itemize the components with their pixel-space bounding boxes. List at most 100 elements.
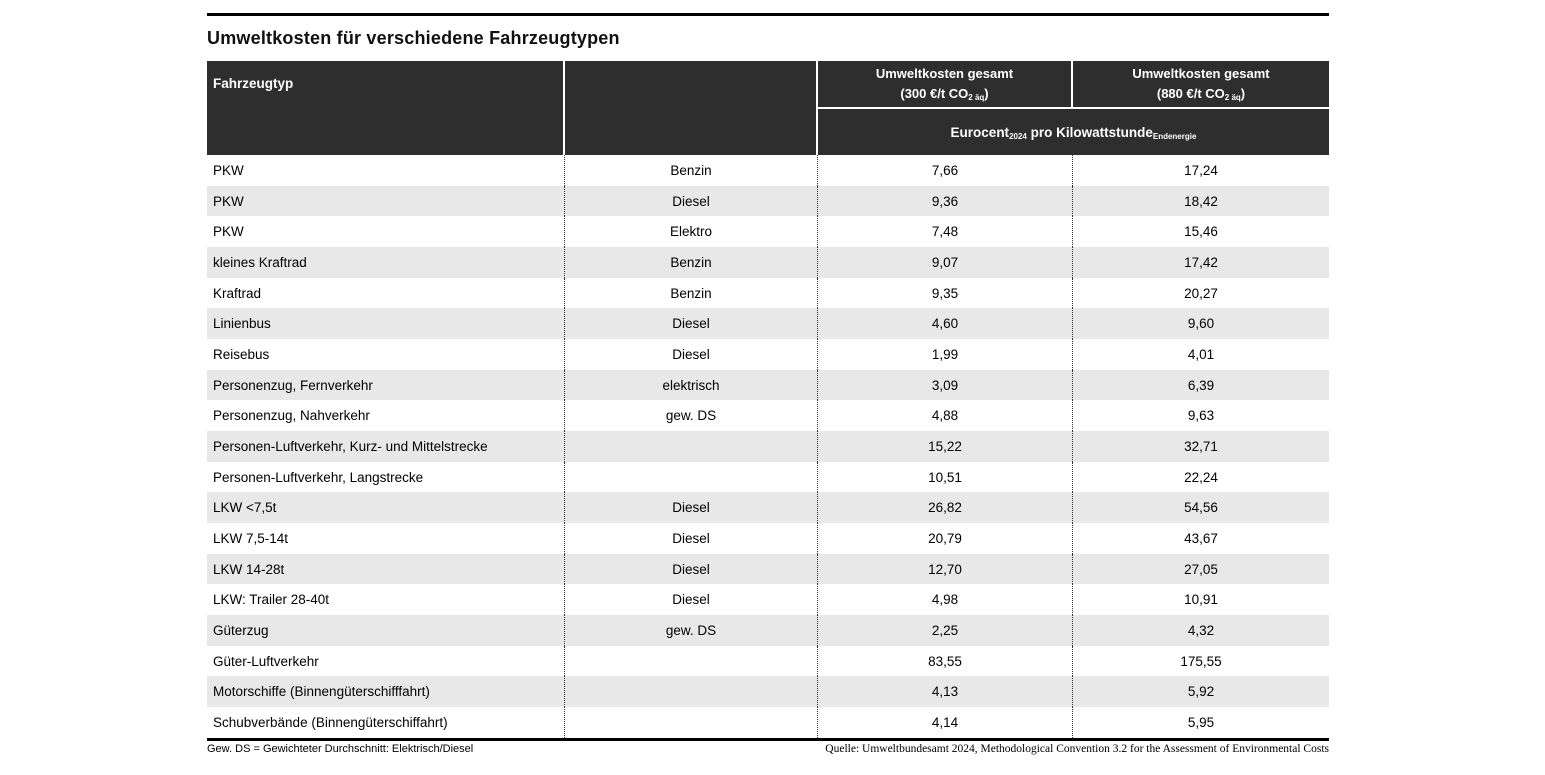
cell-antrieb: Diesel [565,339,818,370]
cell-fahrzeugtyp: Motorschiffe (Binnengüterschifffahrt) [207,676,565,708]
table-row: Personen-Luftverkehr, Langstrecke 10,51 22… [207,461,1329,493]
cell-value-300: 83,55 [818,645,1073,677]
header-cell-unit: Eurocent2024 pro KilowattstundeEndenergi… [818,109,1329,155]
cell-value-300: 9,35 [818,277,1073,309]
header-cell-fahrzeugtyp: Fahrzeugtyp [207,61,565,155]
figure-title: Umweltkosten für verschiedene Fahrzeugty… [207,28,620,48]
cell-value-880: 15,46 [1184,224,1218,240]
cell-antrieb: Diesel [565,553,818,585]
table-footer: Gew. DS = Gewichteter Durchschnitt: Elek… [207,741,1329,755]
cell-value-300: 15,22 [818,431,1073,462]
cell-antrieb [565,707,818,738]
cell-value-880: 27,05 [1184,561,1218,577]
cell-value-300: 4,60 [818,308,1073,340]
cell-value-300: 7,48 [818,216,1073,248]
header-880-line1: Umweltkosten gesamt [1132,65,1270,81]
cell-antrieb: Benzin [565,155,818,186]
cell-fahrzeugtyp: PKW [207,185,565,217]
cell-value-880: 18,42 [1184,193,1218,209]
cell-value-880: 22,24 [1184,469,1218,485]
table-row: LKW: Trailer 28-40t Diesel 4,98 10,91 [207,584,1329,616]
cell-value-300: 4,88 [818,400,1073,432]
cell-fahrzeugtyp: Güter-Luftverkehr [207,645,565,677]
table-row: PKW Benzin 7,66 17,24 [207,155,1329,186]
table-row: LKW 7,5-14t Diesel 20,79 43,67 [207,523,1329,554]
table-body: PKW Benzin 7,66 17,24 PKW Diesel 9,36 18,42 PKW E… [207,155,1329,738]
cell-antrieb: gew. DS [565,615,818,646]
cell-value-300: 7,66 [818,155,1073,186]
cell-value-880: 6,39 [1187,377,1215,393]
header-cell-umweltkosten-300: Umweltkosten gesamt (300 €/t CO2 äq) [818,61,1073,107]
cell-value-300: 3,09 [818,369,1073,401]
cell-fahrzeugtyp: Personen-Luftverkehr, Langstrecke [207,461,565,493]
cell-antrieb: Diesel [565,584,818,616]
bottom-rule [207,737,1329,741]
cell-antrieb: Elektro [565,216,818,248]
cell-fahrzeugtyp: PKW [207,216,565,248]
table-row: Schubverbände (Binnengüterschiffahrt) 4,1… [207,707,1329,738]
cell-value-880: 43,67 [1184,530,1218,546]
footnote-abbreviation: Gew. DS = Gewichteter Durchschnitt: Elek… [207,742,474,755]
cell-antrieb: Benzin [565,247,818,278]
cell-antrieb: Diesel [565,308,818,340]
cell-value-300: 12,70 [818,553,1073,585]
header-cell-umweltkosten-880: Umweltkosten gesamt (880 €/t CO2 äq) [1073,61,1329,107]
cell-fahrzeugtyp: PKW [207,155,565,186]
cell-value-880: 17,24 [1184,162,1218,178]
cell-value-300: 10,51 [818,461,1073,493]
header-300-line2: (300 €/t CO2 äq) [900,86,989,102]
cell-value-300: 4,98 [818,584,1073,616]
cell-antrieb: Benzin [565,277,818,309]
table-row: Personenzug, Fernverkehr elektrisch 3,09 6,… [207,369,1329,401]
table-row: kleines Kraftrad Benzin 9,07 17,42 [207,247,1329,278]
table-row: Personenzug, Nahverkehr gew. DS 4,88 9,63 [207,400,1329,432]
cell-fahrzeugtyp: LKW: Trailer 28-40t [207,584,565,616]
table-row: Linienbus Diesel 4,60 9,60 [207,308,1329,340]
table-row: Güterzug gew. DS 2,25 4,32 [207,615,1329,646]
cell-value-880: 9,63 [1187,408,1215,424]
cell-fahrzeugtyp: Personen-Luftverkehr, Kurz- und Mittelst… [207,431,565,462]
cell-value-300: 1,99 [818,339,1073,370]
table-row: Motorschiffe (Binnengüterschifffahrt) 4,1… [207,676,1329,708]
cell-fahrzeugtyp: Linienbus [207,308,565,340]
table-row: Personen-Luftverkehr, Kurz- und Mittelst… [207,431,1329,462]
cell-antrieb: Diesel [565,185,818,217]
cell-value-880: 10,91 [1184,592,1218,608]
cell-value-880: 4,01 [1187,346,1215,362]
table-row: Kraftrad Benzin 9,35 20,27 [207,277,1329,309]
cell-antrieb: gew. DS [565,400,818,432]
cell-value-300: 2,25 [818,615,1073,646]
table-row: Güter-Luftverkehr 83,55 175,55 [207,645,1329,677]
cell-antrieb [565,431,818,462]
cell-value-300: 9,36 [818,185,1073,217]
cell-value-880: 5,92 [1187,684,1215,700]
cell-value-300: 20,79 [818,523,1073,554]
source-note: Quelle: Umweltbundesamt 2024, Methodolog… [825,742,1329,755]
cell-antrieb: Diesel [565,523,818,554]
table-header: Fahrzeugtyp Umweltkosten gesamt (300 €/t… [207,61,1329,155]
header-fahrzeugtyp-label: Fahrzeugtyp [213,76,294,91]
cell-fahrzeugtyp: LKW <7,5t [207,492,565,524]
table-row: PKW Diesel 9,36 18,42 [207,185,1329,217]
cell-value-880: 54,56 [1184,500,1218,516]
table-row: LKW <7,5t Diesel 26,82 54,56 [207,492,1329,524]
header-right-group: Umweltkosten gesamt (300 €/t CO2 äq) Umw… [818,61,1329,155]
cell-fahrzeugtyp: Reisebus [207,339,565,370]
title-area: Umweltkosten für verschiedene Fahrzeugty… [207,16,1329,61]
cell-antrieb [565,676,818,708]
cell-value-880: 5,95 [1187,714,1215,730]
cell-antrieb: elektrisch [565,369,818,401]
cell-antrieb [565,645,818,677]
cell-fahrzeugtyp: Güterzug [207,615,565,646]
cell-value-880: 20,27 [1184,285,1218,301]
cell-antrieb: Diesel [565,492,818,524]
cell-value-300: 26,82 [818,492,1073,524]
table-row: LKW 14-28t Diesel 12,70 27,05 [207,553,1329,585]
cell-value-880: 32,71 [1184,438,1218,454]
cell-fahrzeugtyp: Personenzug, Fernverkehr [207,369,565,401]
cell-fahrzeugtyp: Kraftrad [207,277,565,309]
cell-value-880: 17,42 [1184,254,1218,270]
cell-value-300: 4,13 [818,676,1073,708]
header-cost-columns: Umweltkosten gesamt (300 €/t CO2 äq) Umw… [818,61,1329,109]
